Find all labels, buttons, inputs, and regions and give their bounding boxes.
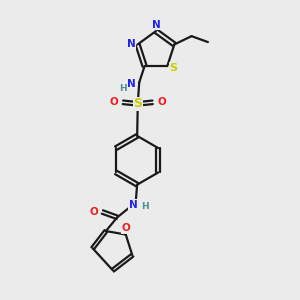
Text: N: N: [127, 40, 135, 50]
Text: N: N: [128, 79, 136, 89]
Text: S: S: [169, 62, 177, 73]
Text: O: O: [122, 223, 131, 233]
Text: N: N: [129, 200, 138, 210]
Text: N: N: [152, 20, 160, 30]
Text: O: O: [89, 207, 98, 217]
Text: H: H: [119, 84, 127, 93]
Text: S: S: [133, 97, 142, 110]
Text: O: O: [110, 97, 118, 107]
Text: O: O: [157, 97, 166, 107]
Text: H: H: [141, 202, 149, 211]
